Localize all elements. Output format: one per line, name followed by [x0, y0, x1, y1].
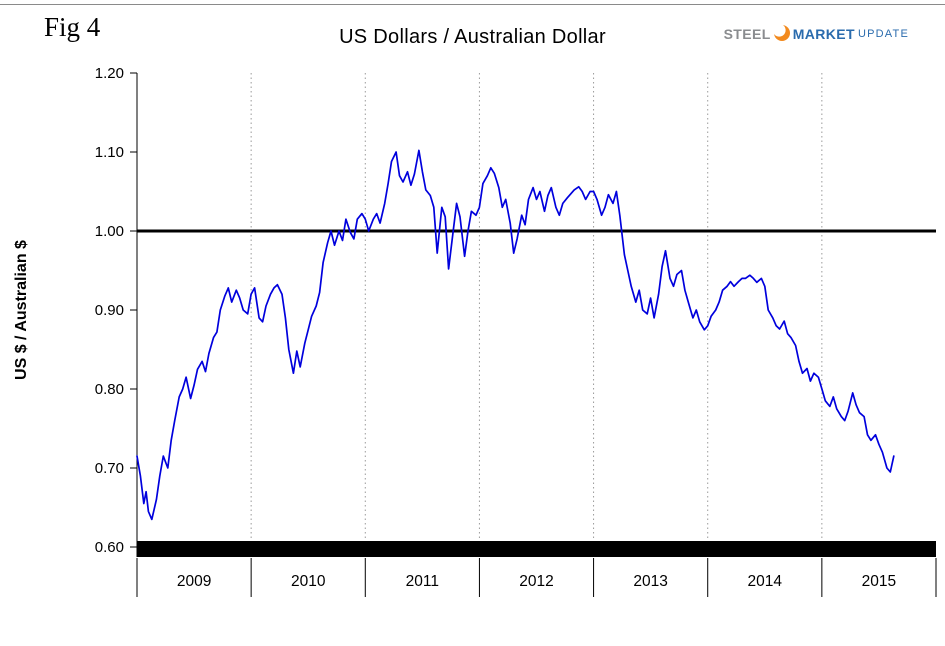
x-tick-label: 2009	[177, 573, 211, 590]
chart-title: US Dollars / Australian Dollar	[339, 26, 606, 48]
x-axis-band	[137, 541, 936, 557]
figure-label: Fig 4	[44, 12, 101, 42]
x-tick-label: 2013	[633, 573, 667, 590]
y-tick-label: 1.10	[95, 144, 124, 161]
y-tick-label: 1.00	[95, 223, 124, 240]
x-tick-label: 2011	[406, 573, 439, 590]
y-tick-label: 0.90	[95, 302, 124, 319]
y-tick-label: 0.60	[95, 539, 124, 556]
y-tick-label: 1.20	[95, 65, 124, 82]
logo-text-update: UPDATE	[857, 28, 909, 40]
x-tick-label: 2010	[291, 573, 326, 590]
x-tick-label: 2015	[862, 573, 896, 590]
y-tick-label: 0.80	[95, 381, 124, 398]
logo-globe-icon	[772, 24, 790, 41]
top-divider	[0, 4, 945, 5]
logo-text-steel: STEEL	[723, 26, 771, 42]
smu-logo: STEEL MARKET UPDATE	[724, 24, 909, 44]
logo-text-market: MARKET	[792, 26, 855, 42]
y-axis-title: US $ / Australian $	[13, 240, 30, 380]
exchange-rate-line	[136, 149, 895, 521]
y-tick-label: 0.70	[95, 460, 124, 477]
x-tick-label: 2012	[519, 573, 553, 590]
x-tick-label: 2014	[748, 573, 783, 590]
